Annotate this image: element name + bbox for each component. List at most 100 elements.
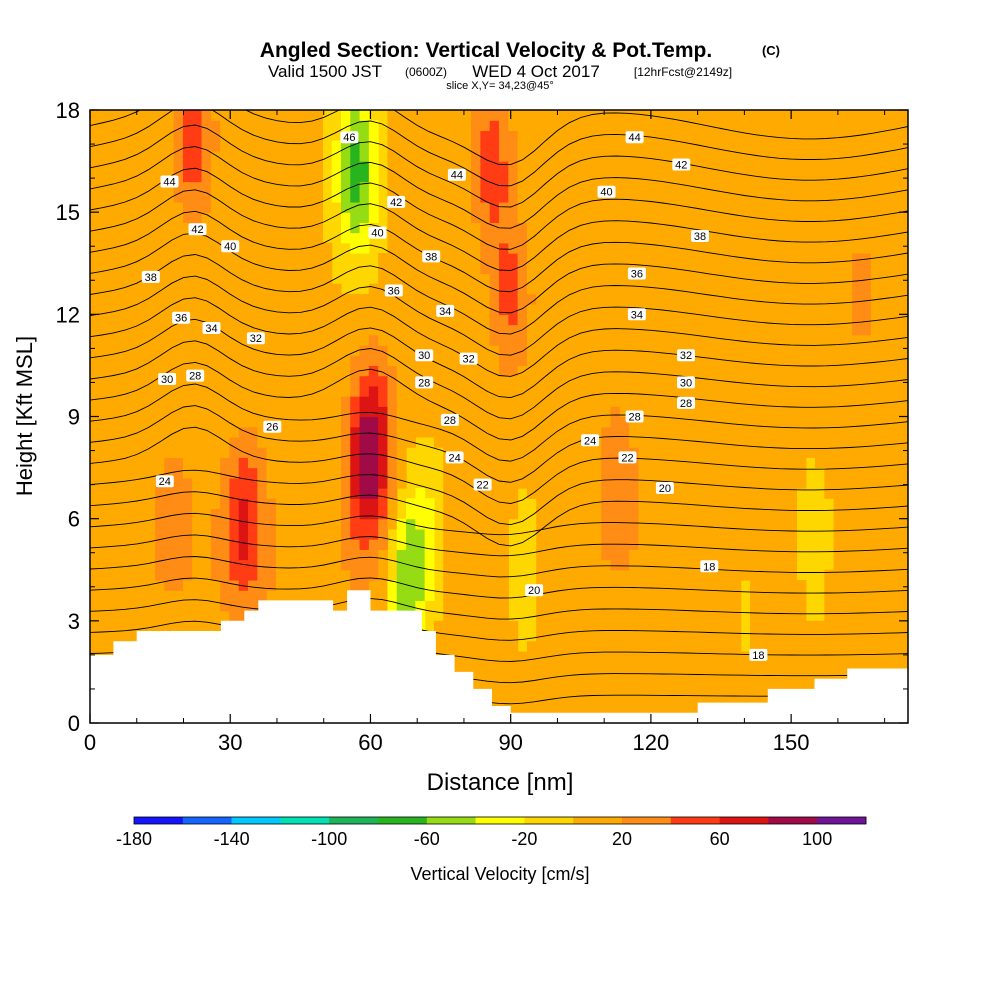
velocity-cell	[675, 671, 686, 683]
velocity-cell	[415, 488, 426, 499]
velocity-cell	[601, 304, 612, 315]
velocity-cell	[731, 212, 742, 223]
velocity-cell	[638, 181, 649, 193]
velocity-cell	[777, 110, 788, 121]
velocity-cell	[99, 641, 110, 653]
velocity-cell	[880, 436, 891, 448]
velocity-cell	[824, 140, 835, 152]
velocity-cell	[238, 344, 249, 356]
velocity-cell	[303, 590, 314, 601]
velocity-cell	[164, 539, 175, 550]
velocity-cell	[545, 539, 556, 550]
velocity-cell	[433, 110, 444, 121]
velocity-cell	[294, 304, 305, 315]
velocity-cell	[368, 375, 379, 387]
velocity-cell	[257, 130, 268, 142]
velocity-cell	[591, 498, 602, 510]
velocity-cell	[619, 477, 630, 489]
velocity-cell	[796, 232, 807, 244]
velocity-cell	[173, 447, 184, 458]
velocity-cell	[350, 171, 361, 183]
velocity-cell	[499, 692, 509, 704]
velocity-cell	[145, 416, 156, 428]
velocity-cell	[378, 416, 389, 428]
velocity-cell	[90, 467, 100, 479]
velocity-cell	[452, 365, 463, 377]
velocity-cell	[285, 150, 296, 162]
velocity-cell	[526, 416, 537, 428]
velocity-cell	[499, 406, 509, 418]
velocity-cell	[424, 579, 435, 591]
velocity-cell	[545, 631, 556, 642]
velocity-cell	[749, 181, 760, 193]
velocity-cell	[461, 539, 472, 550]
velocity-cell	[889, 406, 900, 418]
velocity-cell	[824, 447, 835, 458]
velocity-cell	[870, 569, 881, 581]
velocity-cell	[768, 579, 779, 591]
velocity-cell	[796, 610, 807, 622]
velocity-cell	[889, 314, 900, 326]
velocity-cell	[294, 150, 305, 162]
velocity-cell	[833, 620, 844, 632]
velocity-cell	[471, 293, 482, 305]
velocity-cell	[406, 436, 416, 448]
velocity-cell	[796, 467, 807, 479]
velocity-cell	[638, 232, 649, 244]
velocity-cell	[703, 498, 714, 510]
velocity-cell	[517, 406, 528, 418]
velocity-cell	[275, 426, 286, 438]
velocity-cell	[777, 528, 788, 540]
velocity-cell	[350, 110, 361, 121]
velocity-cell	[210, 539, 221, 550]
velocity-cell	[127, 436, 138, 448]
velocity-cell	[787, 416, 798, 428]
velocity-cell	[406, 396, 416, 407]
velocity-cell	[759, 222, 770, 234]
velocity-cell	[285, 467, 296, 479]
velocity-cell	[508, 457, 519, 469]
velocity-cell	[303, 181, 314, 193]
velocity-cell	[675, 406, 686, 418]
velocity-cell	[842, 140, 853, 152]
velocity-cell	[182, 140, 193, 152]
velocity-cell	[387, 396, 398, 407]
velocity-cell	[117, 201, 128, 213]
velocity-cell	[117, 539, 128, 550]
velocity-cell	[275, 549, 286, 561]
velocity-cell	[238, 365, 249, 377]
velocity-cell	[675, 416, 686, 428]
velocity-cell	[210, 396, 221, 407]
velocity-cell	[787, 436, 798, 448]
velocity-cell	[805, 631, 816, 642]
velocity-cell	[210, 498, 221, 510]
velocity-cell	[610, 416, 621, 428]
velocity-cell	[564, 569, 574, 581]
velocity-cell	[517, 692, 528, 704]
velocity-cell	[220, 150, 231, 162]
velocity-cell	[833, 559, 844, 571]
velocity-cell	[889, 201, 900, 213]
velocity-cell	[155, 140, 165, 152]
velocity-cell	[703, 324, 714, 336]
velocity-cell	[99, 140, 110, 152]
velocity-cell	[117, 549, 128, 561]
velocity-cell	[480, 273, 491, 285]
velocity-cell	[870, 304, 881, 315]
velocity-cell	[90, 518, 100, 530]
velocity-cell	[145, 253, 156, 264]
velocity-cell	[629, 161, 640, 172]
velocity-cell	[861, 324, 872, 336]
velocity-cell	[201, 314, 212, 326]
velocity-cell	[275, 508, 286, 520]
velocity-cell	[870, 436, 881, 448]
velocity-cell	[266, 488, 277, 499]
velocity-cell	[712, 283, 723, 295]
velocity-cell	[675, 528, 686, 540]
velocity-cell	[852, 631, 863, 642]
velocity-cell	[182, 396, 193, 407]
velocity-cell	[257, 498, 268, 510]
velocity-cell	[740, 293, 751, 305]
velocity-cell	[350, 314, 361, 326]
velocity-cell	[424, 304, 435, 315]
